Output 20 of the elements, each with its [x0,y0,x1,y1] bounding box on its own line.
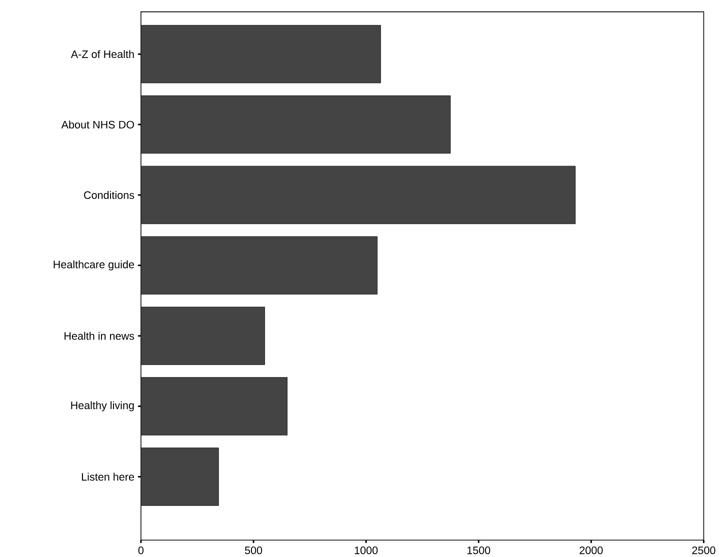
y-tick-label: A-Z of Health [70,50,134,58]
bar [140,306,265,365]
bar [140,95,451,154]
bar [140,447,219,506]
y-tick-label: About NHS DO [61,120,134,128]
bar [140,236,378,294]
x-tick-label: 2000 [580,546,603,554]
x-tick-label: 1500 [467,546,490,554]
bar [140,24,381,83]
y-tick-label: Listen here [82,472,134,480]
bar [140,166,576,224]
bar [140,376,288,436]
x-tick-label: 1000 [354,546,378,554]
x-tick-label: 500 [244,546,262,554]
x-tick-label: 0 [138,546,144,554]
x-tick-label: 2500 [692,546,716,554]
y-tick-label: Health in news [64,332,134,340]
y-tick-label: Healthcare guide [54,260,134,270]
y-tick-label: Conditions [84,190,134,199]
y-tick-label: Healthy living [71,401,134,412]
